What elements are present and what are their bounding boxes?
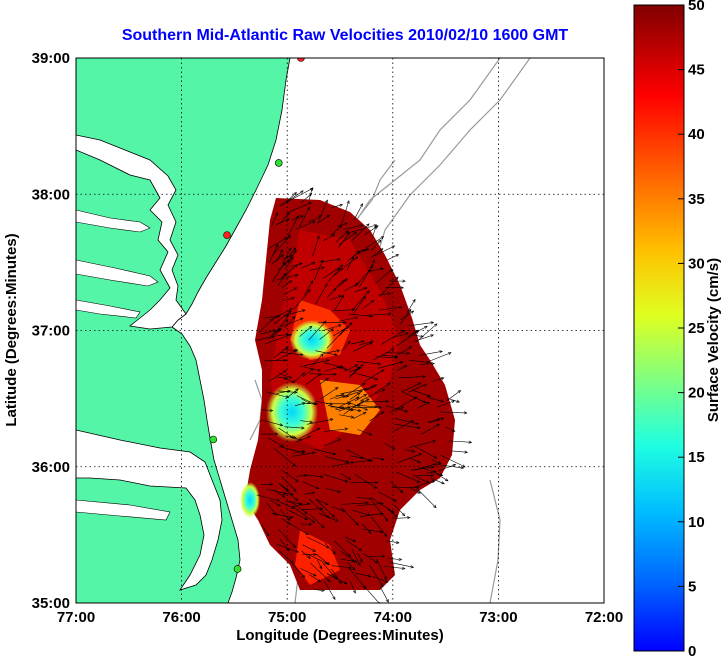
colorbar-tick-label: 20 — [688, 385, 705, 402]
colorbar — [633, 4, 685, 652]
sound-inlet — [76, 499, 171, 521]
y-axis-label: Latitude (Degrees:Minutes) — [3, 233, 20, 426]
tributary-2 — [76, 259, 159, 287]
x-tick-label: 73:00 — [479, 609, 517, 626]
colorbar-tick-label: 0 — [688, 643, 696, 659]
y-tick-label: 38:00 — [32, 186, 70, 203]
site-5-marker — [233, 565, 242, 573]
colorbar-tick-label: 15 — [688, 449, 705, 466]
x-tick-label: 72:00 — [585, 609, 623, 626]
x-tick-label: 75:00 — [268, 609, 306, 626]
tributary-3 — [76, 299, 141, 319]
site-markers — [209, 58, 305, 573]
chart-title: Southern Mid-Atlantic Raw Velocities 201… — [122, 27, 569, 44]
site-2-marker — [274, 159, 283, 167]
colorbar-tick-label: 25 — [688, 320, 705, 337]
colorbar-tick-label: 10 — [688, 514, 705, 531]
velocity-field — [240, 187, 473, 603]
tributary-1 — [76, 209, 151, 233]
colorbar-tick-label: 45 — [688, 62, 705, 79]
y-tick-label: 36:00 — [32, 459, 70, 476]
colorbar-ticks: 0 5 10 15 20 25 30 35 40 45 50 — [678, 0, 705, 659]
y-tick-label: 35:00 — [32, 595, 70, 612]
y-tick-label: 37:00 — [32, 323, 70, 340]
site-3-marker — [223, 231, 231, 239]
x-axis-label: Longitude (Degrees:Minutes) — [236, 627, 444, 644]
y-tick-label: 39:00 — [32, 50, 70, 67]
colorbar-tick-label: 35 — [688, 191, 705, 208]
x-tick-label: 76:00 — [162, 609, 200, 626]
colorbar-tick-label: 5 — [688, 578, 696, 595]
colorbar-label: Surface Velocity (cm/s) — [705, 258, 722, 422]
colorbar-tick-label: 40 — [688, 126, 705, 143]
x-tick-label: 77:00 — [57, 609, 95, 626]
y-axis-ticks: 39:00 38:00 37:00 36:00 35:00 — [32, 50, 70, 612]
pamlico-sound — [76, 429, 223, 591]
site-4-marker — [209, 435, 218, 444]
chesapeake-bay — [76, 134, 187, 330]
site-1-marker — [297, 58, 305, 62]
x-tick-label: 74:00 — [374, 609, 412, 626]
colorbar-tick-label: 30 — [688, 255, 705, 272]
x-axis-ticks: 77:00 76:00 75:00 74:00 73:00 72:00 — [57, 609, 623, 626]
plot-border — [75, 57, 605, 604]
grid-lines — [76, 58, 604, 603]
colorbar-tick-label: 50 — [688, 0, 705, 14]
